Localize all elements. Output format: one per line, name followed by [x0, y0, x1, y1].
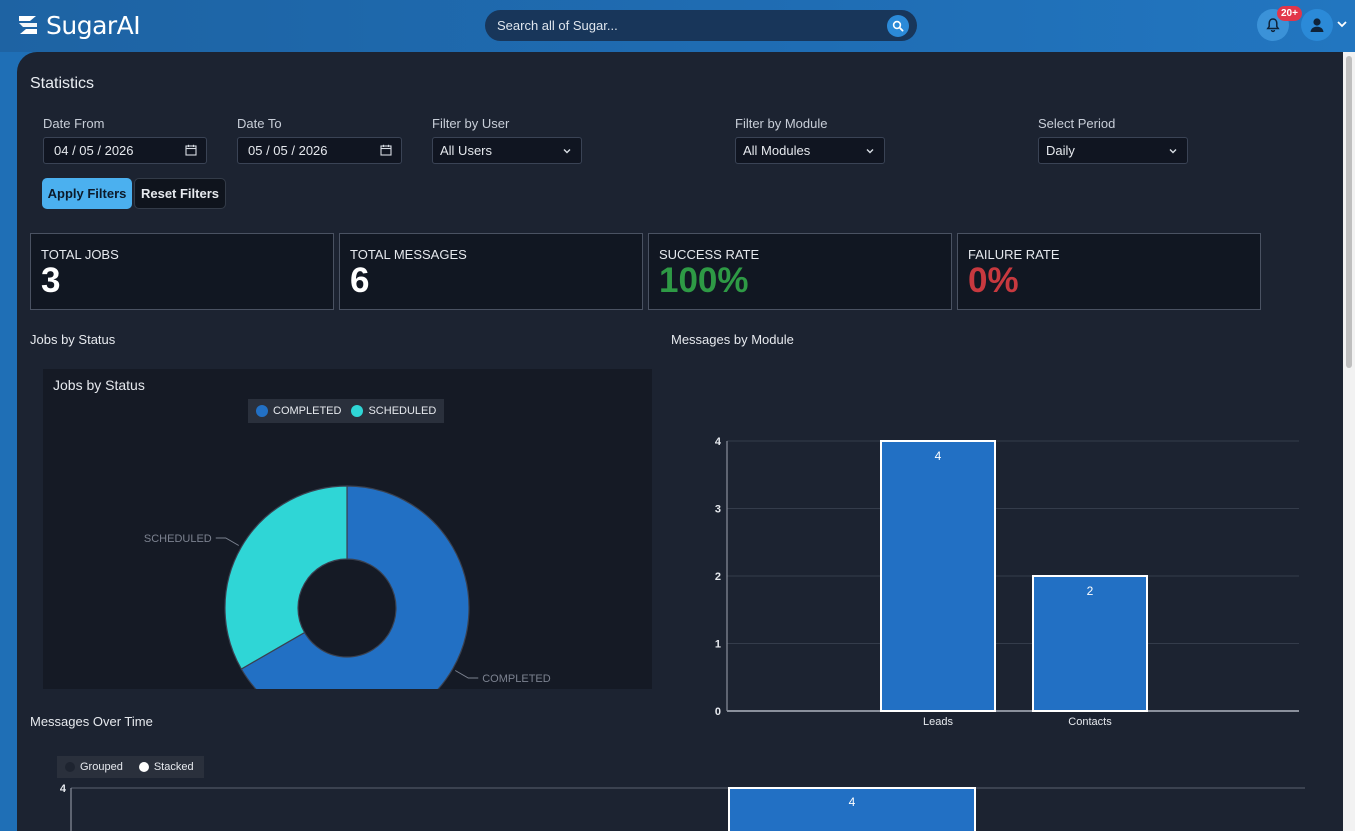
period-value: Daily [1046, 143, 1075, 158]
total-jobs-card: TOTAL JOBS 3 [30, 233, 334, 310]
legend-item-stacked[interactable]: Stacked [138, 761, 194, 773]
legend-label: SCHEDULED [368, 405, 437, 417]
date-to-value: 05 / 05 / 2026 [248, 143, 328, 158]
card-label: SUCCESS RATE [659, 247, 760, 262]
donut-slice-scheduled[interactable] [224, 485, 348, 670]
legend-item-scheduled[interactable]: SCHEDULED [351, 405, 436, 417]
legend-label: COMPLETED [273, 405, 342, 417]
calendar-icon[interactable] [380, 144, 392, 156]
jobs-by-status-heading: Jobs by Status [30, 332, 116, 347]
sugar-logo-icon [19, 16, 37, 34]
date-from-input[interactable]: 04 / 05 / 2026 [43, 137, 207, 164]
date-to-input[interactable]: 05 / 05 / 2026 [237, 137, 402, 164]
scrollbar[interactable] [1343, 52, 1355, 831]
top-bar: SugarAI 20+ [0, 0, 1355, 52]
bar-messages[interactable] [728, 787, 976, 831]
date-from-label: Date From [43, 116, 105, 131]
legend-swatch [256, 405, 268, 417]
label-leader-line [215, 537, 239, 546]
module-filter-select[interactable]: All Modules [735, 137, 885, 164]
radio-unselected-icon [65, 762, 75, 772]
legend-swatch [351, 405, 364, 417]
scrollbar-thumb[interactable] [1346, 56, 1352, 368]
user-filter-label: Filter by User [432, 116, 510, 131]
x-tick-label: Leads [923, 716, 953, 728]
user-filter-value: All Users [440, 143, 493, 158]
search-input[interactable] [497, 18, 867, 33]
x-tick-label: Contacts [1068, 716, 1112, 728]
legend-label: Grouped [80, 761, 123, 773]
y-tick-label: 1 [715, 639, 721, 651]
radio-selected-icon [138, 762, 149, 772]
module-filter-label: Filter by Module [735, 116, 828, 131]
logo[interactable]: SugarAI [16, 8, 141, 42]
bar-value-label: 4 [935, 449, 942, 463]
y-tick-label: 2 [715, 571, 721, 583]
slice-label: COMPLETED [482, 673, 551, 685]
y-tick-label: 4 [60, 783, 67, 795]
legend-label: Stacked [153, 761, 194, 773]
chevron-down-icon [866, 149, 874, 154]
card-value: 100% [659, 261, 749, 300]
messages-by-module-heading: Messages by Module [671, 332, 794, 347]
module-filter-value: All Modules [743, 143, 811, 158]
bar-value-label: 4 [849, 795, 856, 809]
messages-over-time-heading: Messages Over Time [30, 714, 153, 729]
y-tick-label: 4 [715, 436, 722, 448]
chevron-down-icon [563, 149, 571, 154]
user-avatar-icon [1310, 18, 1324, 32]
legend-item-completed[interactable]: COMPLETED [256, 405, 341, 417]
period-select[interactable]: Daily [1038, 137, 1188, 164]
slice-label: SCHEDULED [144, 533, 212, 545]
bar-value-label: 2 [1087, 584, 1094, 598]
chevron-down-icon[interactable] [1336, 18, 1348, 30]
bar-contacts[interactable] [1032, 575, 1148, 712]
y-tick-label: 0 [715, 706, 721, 718]
chart-legend: Grouped Stacked [57, 756, 204, 778]
card-value: 6 [350, 261, 370, 300]
calendar-icon[interactable] [185, 144, 197, 156]
donut-svg: COMPLETED SCHEDULED [144, 485, 551, 689]
search-icon [892, 20, 904, 32]
legend-item-grouped[interactable]: Grouped [65, 761, 123, 773]
user-filter-select[interactable]: All Users [432, 137, 582, 164]
bell-icon [1266, 18, 1280, 33]
messages-over-time-chart: 44 [60, 783, 1305, 831]
notification-count-badge: 20+ [1277, 6, 1302, 21]
success-rate-card: SUCCESS RATE 100% [648, 233, 952, 310]
card-label: TOTAL MESSAGES [350, 247, 467, 262]
date-from-value: 04 / 05 / 2026 [54, 143, 134, 158]
card-label: FAILURE RATE [968, 247, 1060, 262]
card-value: 3 [41, 261, 61, 300]
chart-title: Jobs by Status [53, 377, 145, 393]
logo-text: SugarAI [46, 10, 141, 40]
label-leader-line [455, 670, 479, 679]
main-panel: Statistics Date From 04 / 05 / 2026 Date… [17, 52, 1343, 831]
bar-leads[interactable] [880, 440, 996, 712]
donut-slice-completed[interactable] [240, 485, 470, 689]
user-menu-button[interactable] [1301, 9, 1333, 41]
global-search[interactable] [485, 10, 917, 41]
search-button[interactable] [887, 15, 909, 37]
card-label: TOTAL JOBS [41, 247, 119, 262]
apply-filters-button[interactable]: Apply Filters [42, 178, 132, 209]
date-to-label: Date To [237, 116, 282, 131]
messages-by-module-chart: 0 1 2 3 4 4 Leads 2 Contacts [715, 436, 1299, 728]
page-title: Statistics [30, 75, 95, 92]
reset-filters-button[interactable]: Reset Filters [134, 178, 226, 209]
total-messages-card: TOTAL MESSAGES 6 [339, 233, 643, 310]
jobs-by-status-chart: Jobs by Status COMPLETED SCHEDULED COMPL… [43, 369, 652, 689]
failure-rate-card: FAILURE RATE 0% [957, 233, 1261, 310]
y-tick-label: 3 [715, 504, 721, 516]
chevron-down-icon [1169, 149, 1177, 154]
chart-legend: COMPLETED SCHEDULED [248, 399, 445, 423]
period-select-label: Select Period [1038, 116, 1116, 131]
card-value: 0% [968, 261, 1019, 300]
